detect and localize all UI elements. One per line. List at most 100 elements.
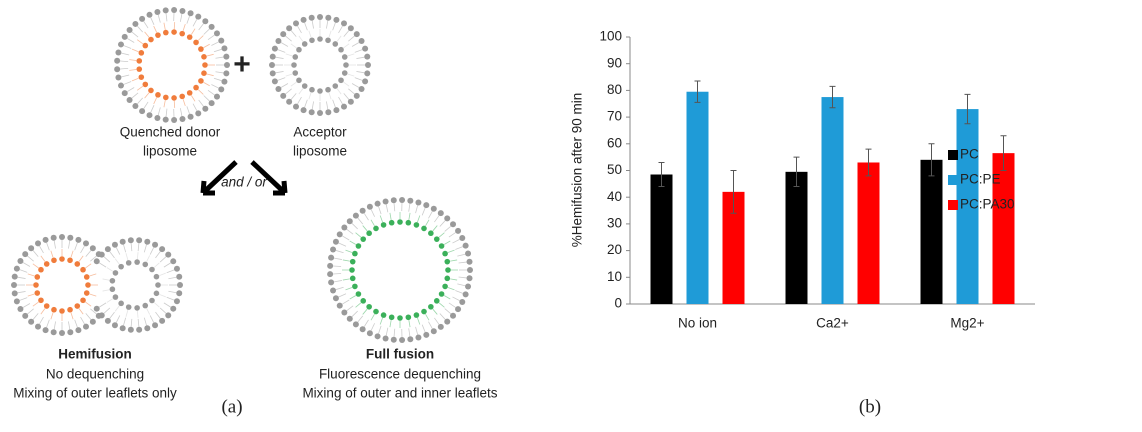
lipid-head: [356, 243, 362, 249]
lipid-tail: [147, 308, 150, 314]
lipid-head: [187, 90, 193, 96]
lipid-tail: [286, 74, 293, 76]
lipid-head: [152, 242, 158, 248]
lipid-tail: [124, 46, 131, 49]
lipid-tail: [137, 252, 138, 259]
lipid-head: [120, 239, 126, 245]
lipid-head: [179, 94, 185, 100]
lipid-head: [51, 235, 57, 241]
lipid-tail: [28, 256, 34, 261]
lipid-head: [415, 199, 421, 205]
lipid-head: [139, 16, 145, 22]
lipid-tail: [428, 322, 432, 329]
lipid-tail: [20, 270, 28, 273]
lipid-tail: [33, 264, 39, 268]
lipid-tail: [416, 327, 418, 335]
y-tick-label: 40: [607, 189, 622, 204]
lipid-tail: [363, 309, 367, 314]
lipid-head: [154, 115, 160, 121]
lipid-head: [270, 70, 276, 76]
lipid-tail: [347, 306, 353, 311]
lipid-head: [83, 324, 89, 330]
lipid-tail: [51, 251, 53, 258]
lipid-tail: [379, 207, 382, 215]
lipid-head: [407, 198, 413, 204]
lipid-tail: [309, 93, 311, 100]
lipid-tail: [103, 279, 110, 280]
lipid-head: [198, 78, 204, 84]
lipid-head: [195, 14, 201, 20]
lipid-head: [214, 30, 220, 36]
lipid-tail: [214, 49, 222, 51]
lipid-head: [439, 291, 445, 297]
lipid-head: [132, 21, 138, 27]
lipid-head: [439, 243, 445, 249]
lipid-head: [293, 104, 299, 110]
lipid-tail: [110, 251, 115, 257]
lipid-head: [360, 236, 366, 242]
lipid-tail: [344, 31, 349, 37]
lipid-tail: [347, 229, 353, 234]
x-tick-label: No ion: [678, 316, 717, 331]
lipid-head: [114, 66, 120, 72]
diagram: + Quenched donor liposome Acceptor lipos…: [11, 7, 498, 417]
lipid-head: [221, 79, 227, 85]
lipid-head: [341, 309, 347, 315]
lipid-head: [415, 335, 421, 341]
lipid-tail: [336, 287, 344, 289]
lipid-tail: [426, 220, 430, 226]
lipid-head: [328, 255, 334, 261]
lipid-head: [35, 324, 41, 330]
lipid-head: [438, 324, 444, 330]
lipid-tail: [356, 57, 364, 58]
lipid-head: [193, 85, 199, 91]
lipid-head: [115, 49, 121, 55]
lipid-head: [349, 267, 355, 273]
lipid-head: [292, 54, 298, 60]
lipid-head: [127, 27, 133, 33]
lipid-head: [43, 237, 49, 243]
lipid-tail: [371, 314, 375, 320]
lipid-tail: [86, 251, 91, 257]
lipid-tail: [137, 311, 138, 318]
lipid-head: [33, 282, 39, 288]
lipid-head: [353, 213, 359, 219]
lipid-head: [293, 20, 299, 26]
lipid-head: [148, 88, 154, 94]
lipid-head: [84, 290, 90, 296]
lipid-tail: [455, 247, 462, 250]
lipid-head: [301, 107, 307, 113]
lipid-tail: [298, 26, 302, 33]
lipid-head: [179, 116, 185, 122]
lipid-tail: [79, 256, 83, 262]
lipid-head: [105, 246, 111, 252]
lipid-head: [397, 315, 403, 321]
lipid-head: [38, 297, 44, 303]
lipid-tail: [355, 50, 363, 53]
lipid-head: [342, 54, 348, 60]
lipid-tail: [183, 99, 185, 106]
lipid-tail: [132, 49, 139, 52]
legend-label: PC:PE: [960, 172, 1001, 187]
lipid-head: [445, 267, 451, 273]
lipid-head: [163, 95, 169, 101]
lipid-tail: [116, 247, 120, 254]
lipid-tail: [409, 320, 410, 327]
lipid-tail: [422, 325, 425, 332]
lipid-tail: [343, 260, 350, 261]
y-tick-label: 50: [607, 162, 622, 177]
lipid-head: [309, 15, 315, 21]
lipid-head: [391, 197, 397, 203]
lipid-head: [74, 261, 80, 267]
lipid-head: [128, 327, 134, 333]
lipid-tail: [215, 72, 223, 73]
lipid-tail: [104, 308, 110, 313]
lipid-head: [122, 90, 128, 96]
lipid-tail: [103, 290, 110, 291]
lipid-tail: [291, 31, 296, 37]
lipid-head: [174, 266, 180, 272]
lipid-head: [269, 62, 275, 68]
lipid-head: [163, 117, 169, 123]
lipid-tail: [343, 82, 349, 86]
lipid-head: [118, 264, 124, 270]
